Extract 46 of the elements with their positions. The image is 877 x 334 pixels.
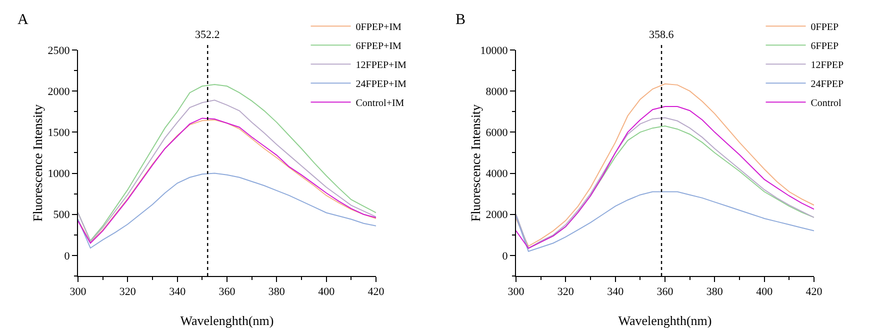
y-tick-label: 1000 — [48, 168, 70, 180]
legend-label: 12FPEP — [810, 60, 844, 71]
y-tick-label: 0 — [502, 250, 508, 262]
y-tick-label: 500 — [53, 209, 70, 222]
chart-title: B — [456, 12, 466, 28]
line-series — [78, 172, 376, 249]
x-tick-label: 400 — [756, 286, 774, 298]
legend-label: Control+IM — [356, 98, 404, 109]
y-tick-label: 6000 — [486, 127, 508, 140]
y-tick-label: 2500 — [48, 44, 70, 57]
chart-title: A — [18, 12, 29, 28]
ref-line-label: 352.2 — [195, 29, 220, 41]
y-tick-label: 8000 — [486, 86, 508, 98]
legend-label: 6FPEP — [810, 40, 839, 52]
legend-label: 24FPEP+IM — [356, 78, 407, 90]
y-axis-title: Fluorescence Intensity — [468, 104, 483, 222]
x-tick-label: 400 — [318, 286, 336, 298]
y-tick-label: 10000 — [480, 44, 508, 57]
x-tick-label: 320 — [119, 286, 136, 298]
ref-line-label: 358.6 — [649, 29, 674, 41]
x-tick-label: 300 — [70, 286, 87, 298]
x-tick-label: 340 — [169, 286, 186, 298]
x-axis-title: Wavelenghth(nm) — [618, 313, 712, 328]
x-tick-label: 420 — [806, 286, 823, 298]
x-tick-label: 340 — [607, 286, 624, 298]
y-tick-label: 2000 — [486, 209, 508, 222]
y-tick-label: 1500 — [48, 127, 70, 140]
x-tick-label: 380 — [706, 286, 724, 298]
y-tick-label: 4000 — [486, 168, 508, 180]
legend-label: 0FPEP — [810, 22, 839, 33]
x-tick-label: 380 — [268, 286, 286, 298]
legend-label: 12FPEP+IM — [356, 60, 407, 71]
x-axis-title: Wavelenghth(nm) — [180, 313, 274, 328]
x-tick-label: 420 — [368, 286, 385, 298]
y-axis-title: Fluorescence Intensity — [30, 104, 45, 222]
y-tick-label: 0 — [64, 250, 70, 262]
legend-label: Control — [810, 98, 842, 109]
legend-label: 24FPEP — [810, 78, 844, 90]
legend-label: 0FPEP+IM — [356, 22, 402, 33]
y-tick-label: 2000 — [48, 86, 70, 98]
line-series — [516, 191, 814, 252]
x-tick-label: 300 — [508, 286, 525, 298]
x-tick-label: 320 — [557, 286, 574, 298]
x-tick-label: 360 — [218, 286, 236, 298]
x-tick-label: 360 — [656, 286, 674, 298]
legend-label: 6FPEP+IM — [356, 40, 402, 52]
